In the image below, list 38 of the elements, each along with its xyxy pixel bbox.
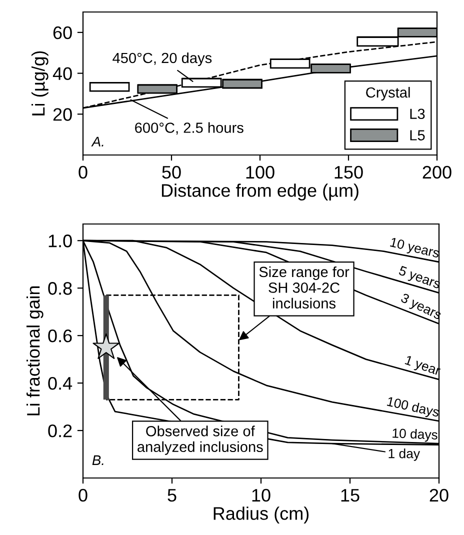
annotation: 450°C, 20 days	[112, 52, 212, 66]
text: 5 years	[397, 266, 442, 292]
annotation: B.	[92, 455, 104, 465]
x-tick-label: 5	[168, 489, 176, 502]
series-label: 10 days	[392, 428, 438, 442]
x-tick-label: 0	[78, 488, 88, 502]
legend-title: Crystal	[366, 86, 410, 101]
y-tick-label: 1.0	[48, 234, 72, 248]
x-tick-label: 200	[422, 166, 452, 179]
x-tick-label: 150	[334, 166, 363, 179]
x-tick-label: 0	[78, 166, 88, 179]
text: 10 years	[389, 237, 440, 260]
y-tick-label: 40	[52, 67, 72, 80]
x-tick-label: 15	[341, 489, 360, 502]
annotation: A.	[91, 136, 104, 146]
x-tick-label: 20	[430, 488, 448, 502]
legend-label: L3	[410, 108, 425, 120]
y-axis-title: Li (µg/g)	[32, 51, 48, 116]
x-axis-title: Radius (cm)	[214, 506, 309, 524]
y-tick-label: 20	[53, 108, 72, 121]
text: 1 year	[404, 355, 442, 378]
y-tick-label: 0.4	[48, 376, 72, 390]
y-tick-label: 0.8	[48, 282, 72, 295]
x-axis-title: Distance from edge (µm)	[162, 184, 358, 200]
legend-label: L5	[410, 130, 425, 140]
x-tick-label: 10	[252, 488, 270, 502]
y-axis-title: Li fractional gain	[26, 286, 44, 416]
text: 100 days	[386, 396, 440, 420]
y-tick-label: 0.6	[48, 330, 72, 342]
legend-label: 1 day	[388, 448, 420, 461]
annotation: Observed size of analyzed inclusions	[138, 426, 263, 455]
x-tick-label: 100	[246, 166, 274, 179]
annotation: Size range for SH 304-2C inclusions	[259, 266, 350, 309]
annotation: 600°C, 2.5 hours	[135, 122, 244, 135]
text: 3 years	[399, 292, 442, 322]
y-tick-label: 0.2	[48, 424, 72, 438]
x-tick-label: 50	[162, 166, 181, 179]
y-tick-label: 60	[53, 26, 72, 40]
